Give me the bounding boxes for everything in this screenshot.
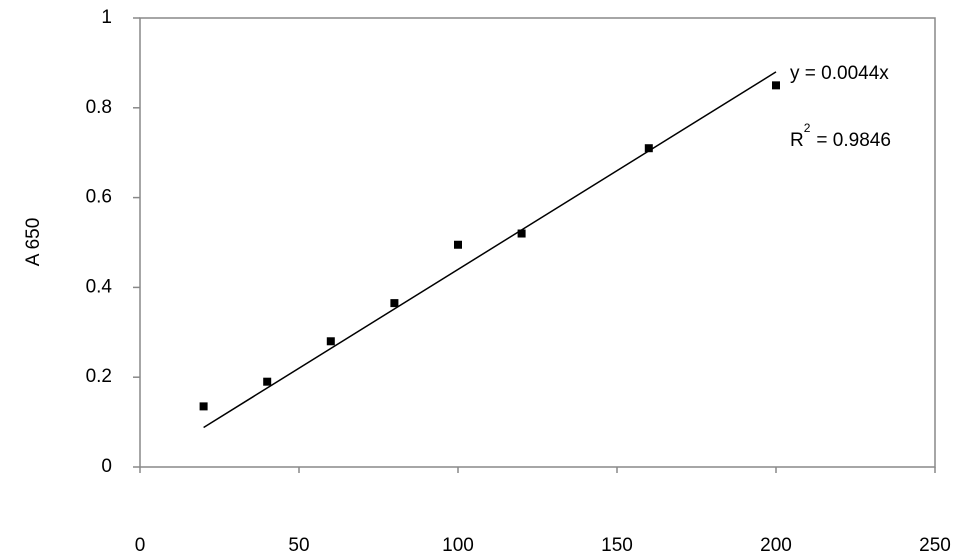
r-squared-value: = 0.9846	[816, 130, 891, 151]
data-point	[454, 241, 462, 249]
data-point	[645, 144, 653, 152]
x-tick-label: 100	[442, 535, 474, 556]
data-point	[772, 81, 780, 89]
r-squared-symbol: R	[790, 130, 804, 151]
x-tick-label: 50	[288, 535, 309, 556]
trendline	[204, 72, 776, 428]
y-tick-label: 0.2	[86, 366, 112, 387]
y-tick-label: 0.4	[86, 276, 113, 297]
trendline-equation: y = 0.0044x	[790, 63, 889, 84]
r-squared-exponent: 2	[804, 121, 811, 135]
x-tick-label: 200	[760, 535, 792, 556]
y-tick-label: 0.8	[86, 97, 112, 118]
y-tick-label: 1	[101, 7, 112, 28]
x-tick-label: 150	[601, 535, 633, 556]
y-tick-label: 0	[101, 456, 112, 477]
plot-area	[140, 18, 935, 467]
data-point	[263, 378, 271, 386]
x-tick-label: 0	[135, 535, 146, 556]
data-point	[390, 299, 398, 307]
data-point	[200, 402, 208, 410]
chart: A 650 0 0.2 0.4 0.6 0.8 1 0 50 100 150 200 250 y = 0…	[0, 0, 961, 558]
r-squared: R2 = 0.9846	[790, 121, 891, 151]
y-tick-label: 0.6	[86, 187, 112, 208]
x-tick-label: 250	[919, 535, 951, 556]
y-axis-title: A 650	[23, 218, 44, 267]
data-point	[327, 337, 335, 345]
data-point	[518, 230, 526, 238]
